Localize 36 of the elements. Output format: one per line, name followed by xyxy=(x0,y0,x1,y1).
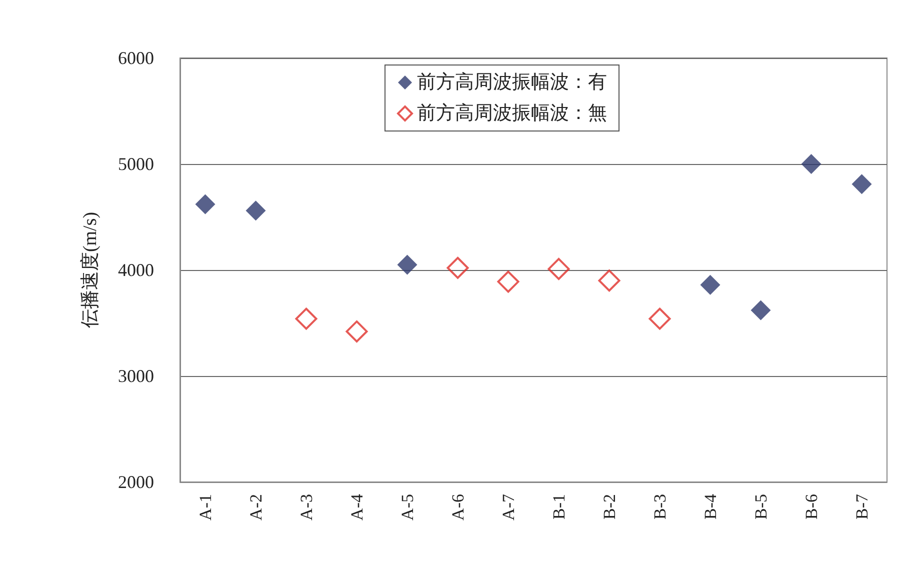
y-tick-label: 3000 xyxy=(118,366,154,386)
x-tick-label: B-2 xyxy=(600,494,619,520)
x-tick-label: A-4 xyxy=(347,494,366,520)
x-tick-label: B-1 xyxy=(549,494,568,520)
point xyxy=(598,270,620,292)
point xyxy=(750,300,771,320)
y-axis-title: 伝播速度(m/s) xyxy=(79,212,101,328)
x-tick-label: B-6 xyxy=(802,494,821,520)
y-tick-label: 4000 xyxy=(118,260,154,280)
x-tick-label: B-5 xyxy=(751,494,770,520)
x-tick-label: B-4 xyxy=(700,494,720,520)
x-tick-label: A-1 xyxy=(196,494,215,520)
x-tick-label: B-3 xyxy=(650,494,670,520)
x-tick-label: A-6 xyxy=(448,494,468,520)
y-tick-label: 6000 xyxy=(118,48,154,68)
legend-label: 前方高周波振幅波：無 xyxy=(417,102,607,124)
x-tick-label: A-3 xyxy=(296,494,316,520)
point xyxy=(195,194,216,214)
y-tick-label: 2000 xyxy=(118,472,154,492)
x-tick-label: A-7 xyxy=(498,494,518,520)
point xyxy=(801,154,822,174)
point xyxy=(700,274,720,295)
point xyxy=(446,256,469,279)
x-tick-label: A-5 xyxy=(398,494,417,520)
legend-label: 前方高周波振幅波：有 xyxy=(417,71,607,93)
point xyxy=(295,308,318,330)
point xyxy=(397,254,418,275)
point xyxy=(246,200,266,221)
x-tick-label: A-2 xyxy=(246,494,266,520)
point xyxy=(548,258,570,280)
y-tick-label: 5000 xyxy=(118,154,154,174)
point xyxy=(497,270,520,293)
x-tick-label: B-7 xyxy=(852,494,872,520)
point xyxy=(852,174,872,194)
point xyxy=(346,320,368,342)
point xyxy=(648,308,671,330)
